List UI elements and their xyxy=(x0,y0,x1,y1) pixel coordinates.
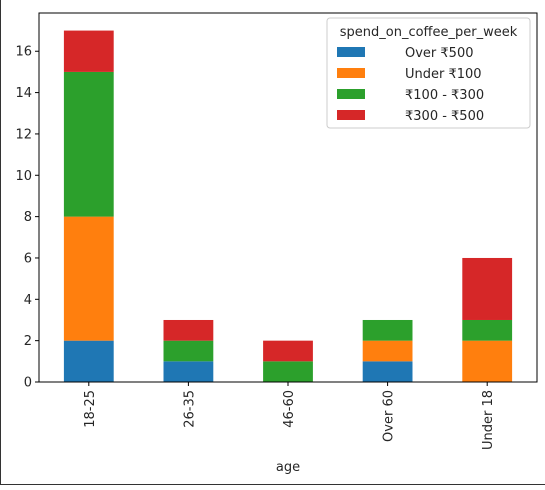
bar-under-18-series-1 xyxy=(462,340,513,382)
bar-under-18-series-3 xyxy=(462,257,513,320)
bar-18-25-series-0 xyxy=(63,340,114,382)
bar-46-60-series-3 xyxy=(263,340,313,362)
legend-swatch-1 xyxy=(337,68,365,78)
bar-18-25-series-1 xyxy=(63,216,114,341)
bars-layer xyxy=(63,30,513,382)
x-tick-label: Over 60 xyxy=(382,390,397,442)
x-tick-label: 26-35 xyxy=(182,390,197,428)
y-tick-label: 12 xyxy=(15,127,32,142)
y-tick-label: 14 xyxy=(15,86,32,101)
legend: spend_on_coffee_per_week Over ₹500 Under ₹… xyxy=(326,17,531,129)
legend-entry-0: Over ₹500 xyxy=(405,46,474,61)
legend-box xyxy=(326,17,531,129)
y-tick-label: 4 xyxy=(24,293,32,308)
x-axis-label: age xyxy=(276,460,300,475)
bar-under-18-series-2 xyxy=(462,319,513,341)
bar-over-60-series-2 xyxy=(362,319,413,341)
bar-26-35-series-0 xyxy=(163,361,214,382)
y-tick-label: 8 xyxy=(24,210,32,225)
bar-46-60-series-2 xyxy=(263,361,313,382)
bar-18-25-series-2 xyxy=(63,71,114,217)
bar-26-35-series-3 xyxy=(163,319,214,341)
x-tick-label: Under 18 xyxy=(481,390,496,450)
y-tick-label: 10 xyxy=(15,169,32,184)
x-tick-label: 46-60 xyxy=(282,390,297,428)
y-tick-label: 0 xyxy=(24,376,32,391)
legend-entry-3: ₹300 - ₹500 xyxy=(405,109,484,124)
bar-over-60-series-1 xyxy=(362,340,413,362)
axes-layer: 0 2 4 6 8 10 12 14 16 18-25 26-35 46-60 Over 60 Under… xyxy=(15,12,538,475)
legend-entry-1: Under ₹100 xyxy=(405,67,482,82)
x-tick-label: 18-25 xyxy=(83,390,98,428)
legend-swatch-2 xyxy=(337,89,365,99)
legend-title: spend_on_coffee_per_week xyxy=(340,25,518,40)
bar-26-35-series-2 xyxy=(163,340,214,362)
bar-18-25-series-3 xyxy=(63,30,114,72)
legend-entry-2: ₹100 - ₹300 xyxy=(405,88,484,103)
y-tick-label: 6 xyxy=(24,251,32,266)
legend-swatch-0 xyxy=(337,47,365,57)
legend-swatch-3 xyxy=(337,110,365,120)
y-tick-label: 2 xyxy=(24,334,32,349)
y-tick-label: 16 xyxy=(15,45,32,60)
bar-over-60-series-0 xyxy=(362,361,413,382)
